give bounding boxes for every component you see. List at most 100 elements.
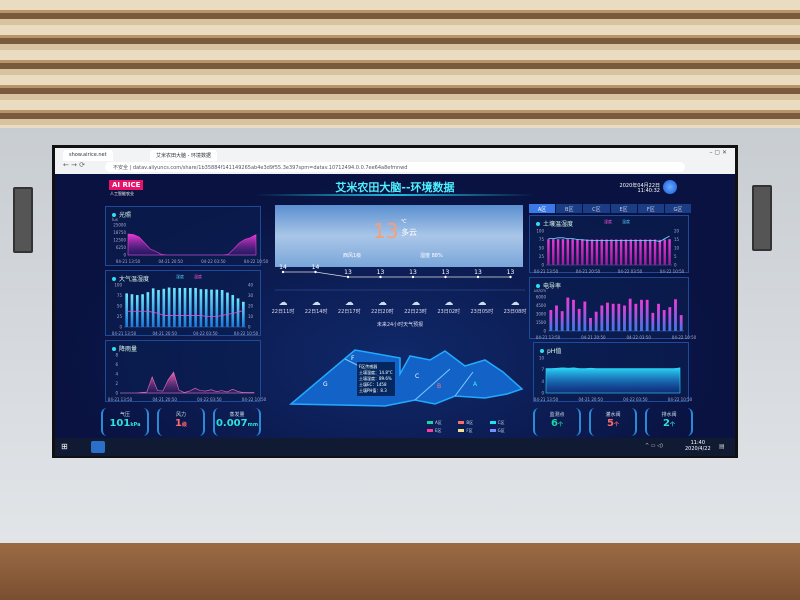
light-chart: 25000 18750 12500 6250 004-21 13:50 04-21 20:… <box>113 223 268 265</box>
zone-label-f[interactable]: F <box>351 355 355 362</box>
stat-gauge: 排水阀 2个 <box>645 408 693 436</box>
right-speaker <box>752 185 772 251</box>
bar <box>663 239 666 265</box>
nav-buttons-icon[interactable]: ← → ⟳ <box>63 161 86 169</box>
forecast-time: 23日02时 <box>437 309 461 315</box>
x-tick-label: 04-21 20:50 <box>581 335 606 340</box>
forecast-temp-label: 13 <box>442 269 450 276</box>
bar <box>651 312 655 331</box>
taskbar-time: 11:40 <box>690 440 706 446</box>
system-tray-icons[interactable]: ^ ▭ ◁) <box>645 443 663 449</box>
soil-title: 土壤温湿度 <box>536 219 573 228</box>
x-tick-label: 04-22 03:50 <box>618 269 643 274</box>
header-date: 2020年04月22日 <box>619 183 660 189</box>
window-controls-icon[interactable]: – ▢ ✕ <box>709 149 727 156</box>
x-tick-label: 04-22 03:50 <box>201 259 226 264</box>
video-wall-display: show.airice.net 艾米农田大脑 - 环境数据 ← → ⟳ 不安全 … <box>52 145 738 458</box>
y-tick-label: 25 <box>117 314 123 319</box>
legend-soil-temp: 温度 <box>622 219 630 224</box>
forecast-point <box>346 275 350 279</box>
ceiling <box>0 0 800 128</box>
bar <box>146 292 150 327</box>
legend-item[interactable]: F区 <box>458 428 487 434</box>
bar <box>555 305 558 331</box>
ph-panel: pH值 10 7 4 0 04-21 13:50 04-21 20:50 04-22 03:… <box>533 342 693 402</box>
legend-item[interactable]: G区 <box>489 428 519 434</box>
bar <box>566 297 570 331</box>
windows-start-icon[interactable]: ⊞ <box>61 442 68 451</box>
x-tick-label: 04-22 03:50 <box>626 335 651 340</box>
browser-tab-active[interactable]: 艾米农田大脑 - 环境数据 <box>150 150 217 161</box>
legend-item[interactable]: C区 <box>489 420 519 426</box>
zone-tab[interactable]: A区 <box>529 204 556 213</box>
stat-label: 灌水阀 <box>605 412 621 418</box>
stat-value: 6个 <box>535 418 579 429</box>
stat-unit: kPa <box>130 422 141 428</box>
zone-tab[interactable]: G区 <box>664 204 692 213</box>
bar <box>572 299 575 331</box>
forecast-item: ☁ 23日08时 <box>501 298 529 315</box>
forecast-temp-label: 13 <box>507 269 515 276</box>
zone-tab[interactable]: B区 <box>556 204 583 213</box>
legend-item[interactable]: B区 <box>458 420 487 426</box>
legend-humidity: 湿度 <box>176 274 184 279</box>
y-tick-label: 0 <box>541 391 544 396</box>
stat-number: 6 <box>551 418 558 429</box>
legend-label: C区 <box>497 420 505 425</box>
ph-title: pH值 <box>540 346 561 355</box>
y-tick-label: 0 <box>543 329 546 334</box>
notification-icon[interactable]: ▤ <box>719 443 725 450</box>
y-tick-label: 2 <box>115 381 118 386</box>
y-tick-label: 0 <box>115 391 118 396</box>
y-tick-label: 6250 <box>116 245 127 250</box>
bar <box>611 303 615 331</box>
bar <box>640 299 643 331</box>
farm-map-area[interactable] <box>288 349 524 407</box>
bar <box>605 239 608 265</box>
bar <box>556 239 560 265</box>
bar <box>619 239 623 265</box>
x-tick-label: 04-22 03:50 <box>623 397 648 402</box>
forecast-time: 23日05时 <box>470 309 494 315</box>
legend-swatch <box>458 429 465 432</box>
bar <box>648 239 652 265</box>
taskbar-clock[interactable]: 11:40 2020/4/22 <box>685 440 711 452</box>
legend-item[interactable]: A区 <box>427 420 456 426</box>
bar <box>657 303 660 331</box>
y-tick-label: 1500 <box>536 320 547 325</box>
y-tick-label: 50 <box>117 304 123 309</box>
zone-label-b[interactable]: B <box>437 383 441 390</box>
browser-taskbar-icon[interactable] <box>91 441 105 453</box>
forecast-point <box>314 270 317 274</box>
legend-item[interactable]: E区 <box>427 428 456 434</box>
zone-tab[interactable]: C区 <box>583 204 610 213</box>
zone-tab[interactable]: E区 <box>610 204 637 213</box>
y-tick-label: 25000 <box>113 223 126 228</box>
zone-label-c[interactable]: C <box>415 373 419 380</box>
zone-border <box>454 371 474 397</box>
browser-tab[interactable]: show.airice.net <box>63 150 113 161</box>
x-tick-label: 04-21 13:50 <box>534 397 559 402</box>
bar <box>220 290 224 327</box>
cloudy-icon: ☁ <box>411 298 421 308</box>
forecast-point <box>281 270 285 274</box>
bar <box>634 303 638 331</box>
bar <box>594 311 598 331</box>
zone-label-a[interactable]: A <box>473 381 478 388</box>
address-bar[interactable]: 不安全 | datav.aliyuncs.com/share/1b35884f1… <box>105 162 685 172</box>
right-gauges: 监测点 6个 灌水阀 5个 排水阀 2个 <box>533 408 693 436</box>
zone-tab[interactable]: F区 <box>637 204 664 213</box>
forecast-row: ☁ 22日11时 ☁ 22日14时 ☁ 22日17时 ☁ 22日20时 ☁ 22日23时 ☁ 23日0… <box>269 298 529 315</box>
bar <box>231 295 235 327</box>
bar <box>590 239 594 265</box>
forecast-time: 22日11时 <box>271 309 295 315</box>
zone-label-g[interactable]: G <box>323 381 328 388</box>
line-series <box>126 309 244 317</box>
x-tick-label: 04-21 20:50 <box>158 259 183 264</box>
stat-label: 蒸发量 <box>229 412 245 418</box>
stat-label: 气压 <box>119 412 130 418</box>
x-tick-label: 04-21 13:50 <box>112 331 137 336</box>
bar <box>210 289 213 327</box>
